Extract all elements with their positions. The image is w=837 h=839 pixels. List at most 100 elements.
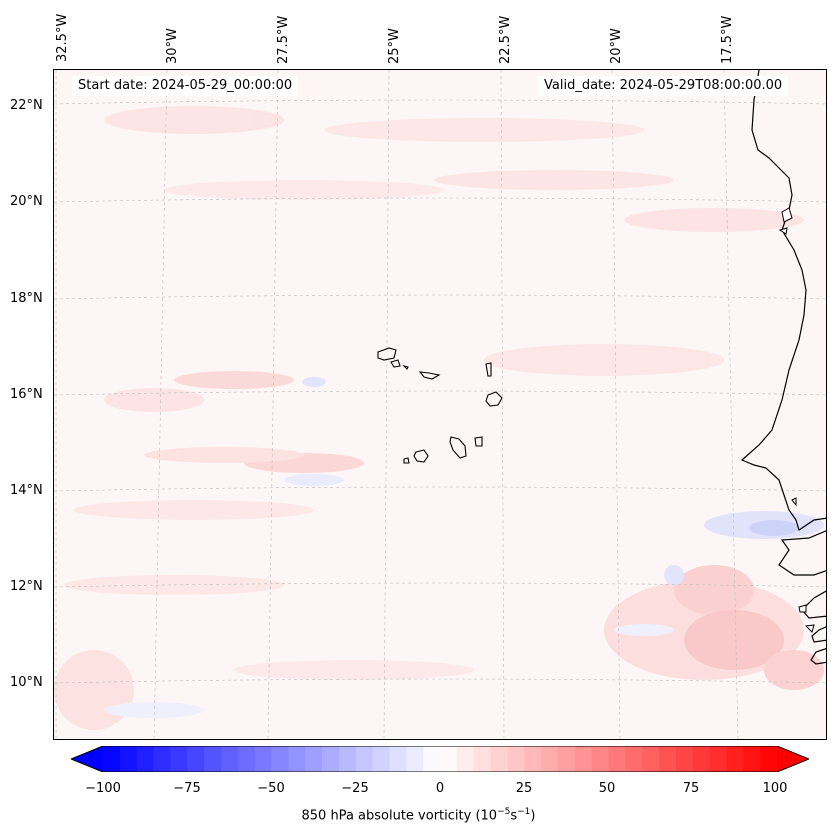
- colorbar-bin: [136, 746, 155, 772]
- coastal-island: [804, 624, 815, 633]
- colorbar-bin: [675, 746, 694, 772]
- coastal-island: [781, 207, 793, 223]
- colorbar-bin: [524, 746, 542, 772]
- vorticity-positive-area: [164, 180, 444, 200]
- colorbar-bin: [237, 746, 256, 772]
- colorbar-bin: [490, 746, 508, 772]
- island-sao-nicolau: [418, 371, 441, 380]
- vorticity-positive-area: [684, 610, 784, 670]
- colorbar: [69, 745, 811, 773]
- colorbar-bin: [692, 746, 711, 772]
- island-santo-antao: [377, 347, 397, 361]
- vorticity-negative-area: [664, 565, 684, 585]
- colorbar-bin: [372, 746, 391, 772]
- colorbar-bin: [338, 746, 357, 772]
- island-sao-vicente: [390, 359, 401, 368]
- africa-coastline: [801, 590, 826, 619]
- colorbar-tick: 0: [435, 781, 445, 796]
- vorticity-positive-area: [144, 447, 304, 463]
- africa-coastline: [810, 648, 826, 665]
- colorbar-label-exponent: −5: [497, 807, 511, 817]
- lon-label-32-5w: 32.5°W: [55, 13, 70, 62]
- vorticity-field: [54, 70, 826, 739]
- colorbar-bin: [355, 746, 374, 772]
- lat-label-16n: 16°N: [10, 387, 43, 402]
- coastal-island: [791, 497, 797, 507]
- colorbar-bin: [103, 746, 121, 772]
- colorbar-bin: [507, 746, 525, 772]
- coastal-island: [778, 227, 788, 235]
- colorbar-bin: [726, 746, 744, 772]
- colorbar-bin: [625, 746, 643, 772]
- colorbar-extend-min: [71, 746, 103, 772]
- colorbar-bin: [271, 746, 289, 772]
- island-maio: [474, 436, 483, 447]
- lat-label-14n: 14°N: [10, 483, 43, 498]
- colorbar-bin: [541, 746, 559, 772]
- vorticity-negative-area: [284, 474, 344, 486]
- colorbar-bin: [456, 746, 475, 772]
- lon-label-30w: 30°W: [165, 28, 180, 64]
- colorbar-bin: [608, 746, 626, 772]
- island-boa-vista: [485, 391, 503, 407]
- lat-label-18n: 18°N: [10, 291, 43, 306]
- colorbar-label: 850 hPa absolute vorticity (10−5s−1): [0, 807, 837, 823]
- colorbar-tick: 25: [515, 781, 533, 796]
- island-santiago: [449, 436, 467, 459]
- colorbar-bin: [187, 746, 205, 772]
- colorbar-scale: [69, 745, 811, 773]
- colorbar-tick: 50: [598, 781, 616, 796]
- vorticity-positive-area: [104, 106, 284, 134]
- colorbar-bin: [204, 746, 222, 772]
- colorbar-label-text: 850 hPa absolute vorticity (10: [301, 808, 498, 824]
- vorticity-positive-area: [104, 388, 204, 412]
- colorbar-bin: [254, 746, 273, 772]
- colorbar-label-exponent: −1: [517, 807, 531, 817]
- island-brava: [403, 457, 410, 464]
- vorticity-positive-area: [54, 650, 134, 730]
- vorticity-positive-area: [484, 344, 724, 376]
- colorbar-bin: [389, 746, 407, 772]
- island-fogo: [413, 449, 429, 463]
- colorbar-tick: −75: [173, 781, 201, 796]
- island-santa-luzia: [402, 364, 409, 370]
- colorbar-bin: [760, 746, 778, 772]
- colorbar-tick: 100: [762, 781, 788, 796]
- vorticity-negative-area: [614, 624, 674, 636]
- colorbar-tick: −100: [85, 781, 121, 796]
- lon-label-25w: 25°W: [387, 28, 402, 64]
- coastal-island: [798, 604, 807, 613]
- colorbar-bin: [305, 746, 323, 772]
- colorbar-tick: −50: [257, 781, 285, 796]
- colorbar-bin: [473, 746, 492, 772]
- graticule: [54, 70, 826, 739]
- lon-label-22-5w: 22.5°W: [498, 15, 513, 64]
- valid-date-label: Valid_date: 2024-05-29T08:00:00.00: [538, 76, 789, 96]
- vorticity-negative-area: [749, 520, 799, 536]
- colorbar-bin: [288, 746, 306, 772]
- colorbar-extend-max: [777, 746, 809, 772]
- start-date-label: Start date: 2024-05-29_00:00:00: [72, 76, 299, 96]
- vorticity-positive-area: [764, 650, 824, 690]
- colorbar-bin: [220, 746, 239, 772]
- vorticity-positive-area: [674, 565, 754, 615]
- africa-coastline: [740, 70, 826, 531]
- lat-label-10n: 10°N: [10, 675, 43, 690]
- colorbar-bin: [423, 746, 441, 772]
- colorbar-label-close: ): [530, 808, 536, 824]
- colorbar-bin: [406, 746, 424, 772]
- lon-label-17-5w: 17.5°W: [720, 15, 735, 64]
- vorticity-positive-area: [234, 660, 474, 680]
- colorbar-bin: [574, 746, 593, 772]
- lat-label-22n: 22°N: [10, 98, 43, 113]
- colorbar-bin: [642, 746, 660, 772]
- colorbar-label-unit: s: [510, 808, 518, 824]
- vorticity-negative-area: [104, 702, 204, 718]
- colorbar-bin: [322, 746, 340, 772]
- lat-label-12n: 12°N: [10, 579, 43, 594]
- colorbar-bin: [743, 746, 761, 772]
- cape-verde-islands: [377, 347, 503, 464]
- lat-label-20n: 20°N: [10, 194, 43, 209]
- vorticity-negative-area: [302, 377, 326, 387]
- vorticity-positive-area: [624, 208, 804, 232]
